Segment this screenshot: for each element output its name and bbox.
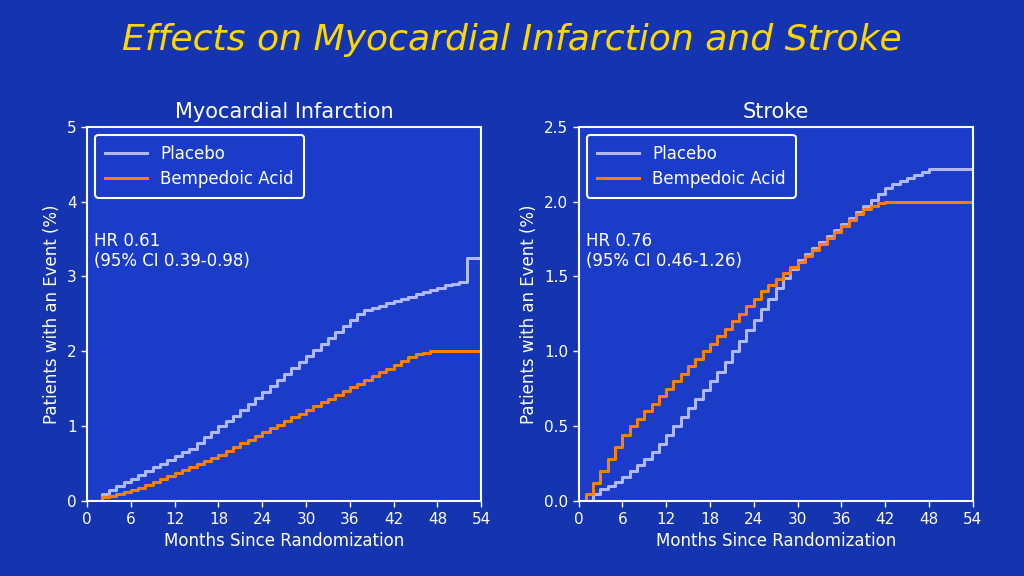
Legend: Placebo, Bempedoic Acid: Placebo, Bempedoic Acid bbox=[95, 135, 304, 198]
X-axis label: Months Since Randomization: Months Since Randomization bbox=[655, 532, 896, 550]
Text: Effects on Myocardial Infarction and Stroke: Effects on Myocardial Infarction and Str… bbox=[122, 23, 902, 57]
Text: HR 0.76
(95% CI 0.46-1.26): HR 0.76 (95% CI 0.46-1.26) bbox=[586, 232, 741, 270]
Legend: Placebo, Bempedoic Acid: Placebo, Bempedoic Acid bbox=[587, 135, 796, 198]
Y-axis label: Patients with an Event (%): Patients with an Event (%) bbox=[520, 204, 539, 424]
X-axis label: Months Since Randomization: Months Since Randomization bbox=[164, 532, 404, 550]
Title: Myocardial Infarction: Myocardial Infarction bbox=[175, 103, 393, 122]
Text: HR 0.61
(95% CI 0.39-0.98): HR 0.61 (95% CI 0.39-0.98) bbox=[94, 232, 250, 270]
Y-axis label: Patients with an Event (%): Patients with an Event (%) bbox=[43, 204, 61, 424]
Title: Stroke: Stroke bbox=[742, 103, 809, 122]
